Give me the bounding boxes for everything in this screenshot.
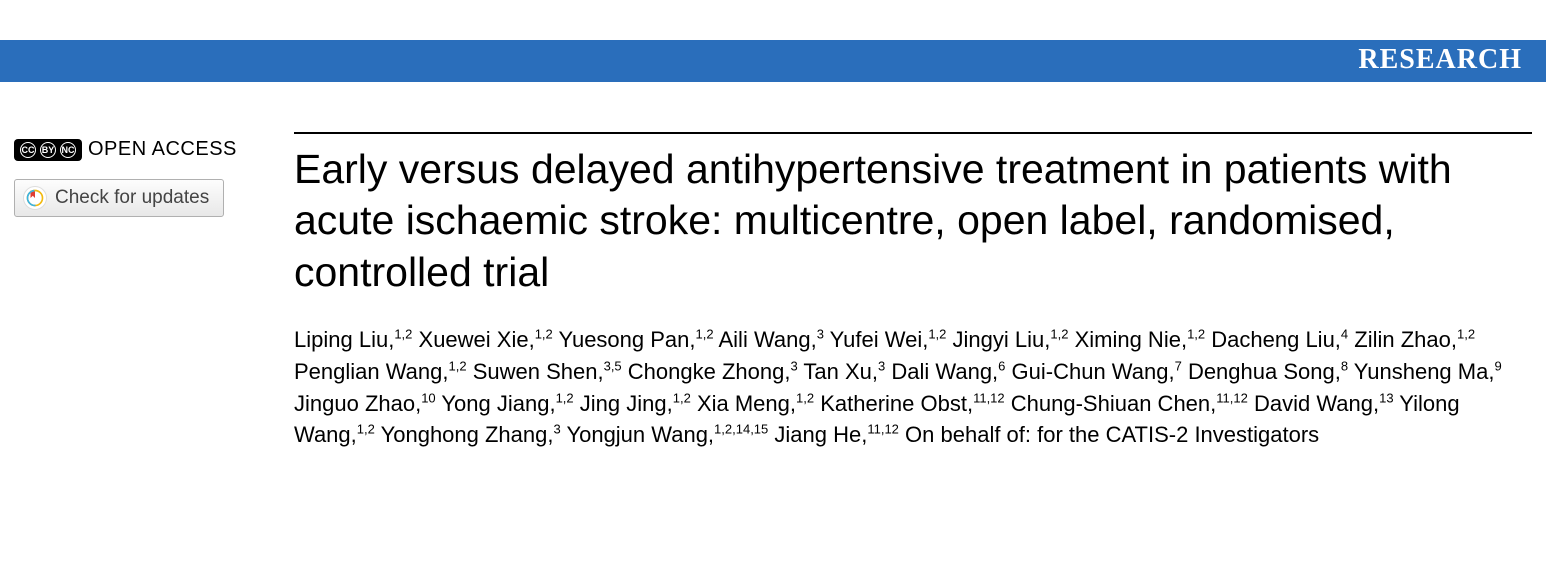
crossmark-icon (23, 186, 47, 210)
content-row: CC BY NC OPEN ACCESS Check for updates E… (0, 132, 1546, 481)
affiliation-superscript: 11,12 (867, 422, 899, 437)
affiliation-superscript: 1,2 (673, 390, 691, 405)
affiliation-superscript: 7 (1175, 358, 1182, 373)
affiliation-superscript: 6 (998, 358, 1005, 373)
affiliation-superscript: 1,2 (357, 422, 375, 437)
affiliation-superscript: 3,5 (604, 358, 622, 373)
affiliation-superscript: 1,2 (449, 358, 467, 373)
affiliation-superscript: 9 (1494, 358, 1501, 373)
nc-icon: NC (60, 142, 76, 158)
cc-license-icon: CC BY NC (14, 139, 82, 161)
affiliation-superscript: 1,2 (1050, 326, 1068, 341)
sidebar: CC BY NC OPEN ACCESS Check for updates (14, 132, 294, 451)
affiliation-superscript: 11,12 (1216, 390, 1248, 405)
affiliation-superscript: 3 (790, 358, 797, 373)
check-for-updates-button[interactable]: Check for updates (14, 179, 224, 217)
by-icon: BY (40, 142, 56, 158)
affiliation-superscript: 1,2,14,15 (714, 422, 768, 437)
affiliation-superscript: 3 (553, 422, 560, 437)
affiliation-superscript: 8 (1341, 358, 1348, 373)
article-title: Early versus delayed antihypertensive tr… (294, 144, 1508, 298)
author-list: Liping Liu,1,2 Xuewei Xie,1,2 Yuesong Pa… (294, 324, 1508, 452)
open-access-label: OPEN ACCESS (88, 138, 237, 161)
affiliation-superscript: 1,2 (1457, 326, 1475, 341)
affiliation-superscript: 1,2 (696, 326, 714, 341)
affiliation-superscript: 4 (1341, 326, 1348, 341)
affiliation-superscript: 1,2 (556, 390, 574, 405)
affiliation-superscript: 3 (817, 326, 824, 341)
affiliation-superscript: 1,2 (1187, 326, 1205, 341)
affiliation-superscript: 1,2 (796, 390, 814, 405)
affiliation-superscript: 1,2 (535, 326, 553, 341)
affiliation-superscript: 11,12 (973, 390, 1005, 405)
affiliation-superscript: 1,2 (394, 326, 412, 341)
check-for-updates-label: Check for updates (55, 187, 209, 209)
open-access-badge: CC BY NC OPEN ACCESS (14, 138, 294, 161)
affiliation-superscript: 13 (1379, 390, 1393, 405)
main-column: Early versus delayed antihypertensive tr… (294, 132, 1532, 451)
affiliation-superscript: 1,2 (928, 326, 946, 341)
affiliation-superscript: 10 (421, 390, 435, 405)
affiliation-superscript: 3 (878, 358, 885, 373)
cc-icon: CC (20, 142, 36, 158)
research-banner: RESEARCH (0, 40, 1546, 82)
